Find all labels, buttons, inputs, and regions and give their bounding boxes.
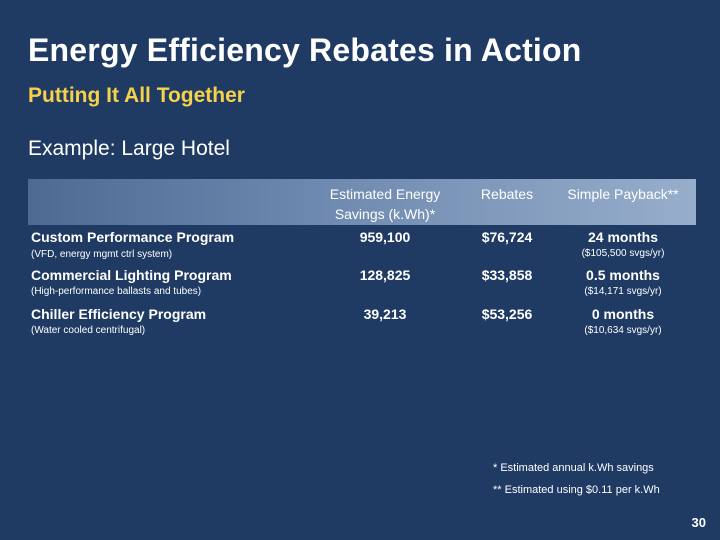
program-name: Custom Performance Program [31, 229, 235, 245]
rebates-value: $76,724 [481, 229, 533, 245]
payback-value: 0.5 months [586, 267, 660, 283]
rebates-value: $33,858 [481, 267, 533, 283]
program-note: (VFD, energy mgmt ctrl system) [31, 249, 173, 260]
savings-value: 959,100 [359, 229, 411, 245]
example-heading: Example: Large Hotel [28, 137, 230, 160]
slide-title: Energy Efficiency Rebates in Action [28, 32, 582, 68]
payback-value: 0 months [591, 306, 655, 322]
program-note: (High-performance ballasts and tubes) [31, 286, 202, 297]
savings-value: 128,825 [359, 267, 411, 283]
program-name: Commercial Lighting Program [31, 267, 232, 283]
rebates-value: $53,256 [481, 306, 533, 322]
program-note: (Water cooled centrifugal) [31, 325, 146, 336]
header-savings: Estimated Energy Savings (k.Wh)* [329, 186, 441, 222]
header-rebates: Rebates [480, 186, 534, 202]
payback-value: 24 months [587, 229, 658, 245]
table-header-band [28, 179, 696, 225]
savings-value: 39,213 [363, 306, 407, 322]
header-payback: Simple Payback** [567, 186, 679, 202]
payback-note: ($105,500 svgs/yr) [581, 248, 665, 259]
page-number: 30 [691, 515, 706, 530]
footnote-savings: * Estimated annual k.Wh savings [493, 462, 654, 474]
payback-note: ($14,171 svgs/yr) [584, 286, 662, 297]
program-name: Chiller Efficiency Program [31, 306, 207, 322]
slide-subtitle: Putting It All Together [28, 84, 245, 107]
payback-note: ($10,634 svgs/yr) [584, 325, 662, 336]
footnote-payback: ** Estimated using $0.11 per k.Wh [493, 484, 660, 496]
